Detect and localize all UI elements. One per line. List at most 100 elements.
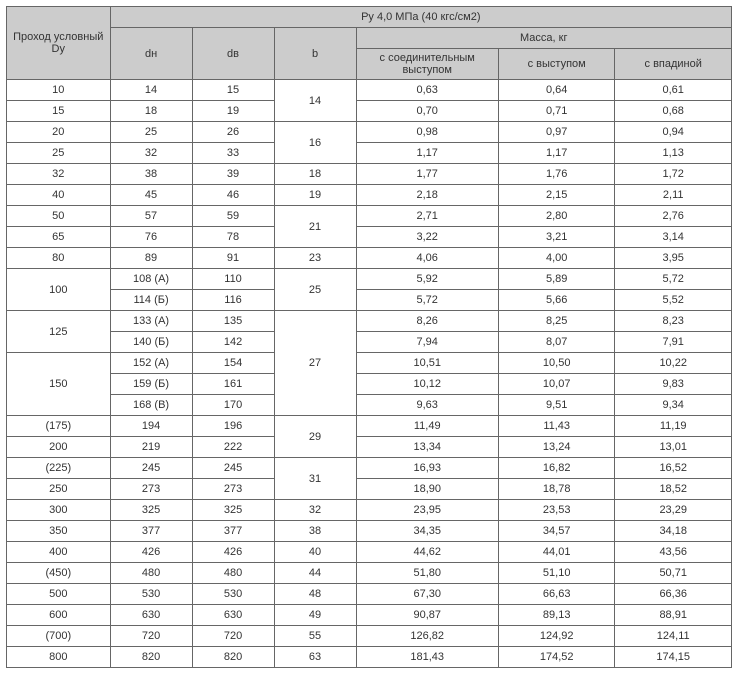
cell: 480 [192,563,274,584]
table-row: 323839181,771,761,72 [7,164,732,185]
table-row: 6576783,223,213,14 [7,227,732,248]
cell: 25 [7,143,111,164]
table-row: 101415140,630,640,61 [7,80,732,101]
cell: 3,14 [615,227,732,248]
cell: 1,17 [356,143,498,164]
cell: 1,72 [615,164,732,185]
cell: 530 [192,584,274,605]
cell: 720 [192,626,274,647]
table-row: (450)4804804451,8051,1050,71 [7,563,732,584]
cell: 40 [7,185,111,206]
cell: 16,52 [615,458,732,479]
cell: 7,94 [356,332,498,353]
cell-b: 48 [274,584,356,605]
cell-b: 23 [274,248,356,269]
cell: 15 [7,101,111,122]
cell: 3,22 [356,227,498,248]
cell: 65 [7,227,111,248]
cell: 1,17 [498,143,615,164]
cell: 38 [110,164,192,185]
table-row: 80082082063181,43174,52174,15 [7,647,732,668]
cell: 19 [192,101,274,122]
cell: 11,19 [615,416,732,437]
cell: 273 [110,479,192,500]
cell: (225) [7,458,111,479]
cell-b: 40 [274,542,356,563]
cell: 500 [7,584,111,605]
cell: 43,56 [615,542,732,563]
cell: 630 [110,605,192,626]
cell: 5,89 [498,269,615,290]
cell: 8,07 [498,332,615,353]
cell: 16,82 [498,458,615,479]
cell: 4,00 [498,248,615,269]
table-row: 404546192,182,152,11 [7,185,732,206]
cell: 44,62 [356,542,498,563]
table-row: 202526160,980,970,94 [7,122,732,143]
cell: 66,36 [615,584,732,605]
cell: 426 [110,542,192,563]
cell: 45 [110,185,192,206]
cell: 174,52 [498,647,615,668]
cell: 400 [7,542,111,563]
col-mass3: с впадиной [615,49,732,80]
cell: (450) [7,563,111,584]
table-row: 505759212,712,802,76 [7,206,732,227]
cell: 89,13 [498,605,615,626]
cell: 245 [110,458,192,479]
cell: 7,91 [615,332,732,353]
cell: 4,06 [356,248,498,269]
cell: 15 [192,80,274,101]
cell-b: 32 [274,500,356,521]
cell: 377 [192,521,274,542]
cell: 194 [110,416,192,437]
cell: 67,30 [356,584,498,605]
cell-b: 31 [274,458,356,500]
cell: 78 [192,227,274,248]
cell: 44,01 [498,542,615,563]
cell: 142 [192,332,274,353]
cell: 25 [110,122,192,143]
cell: 50 [7,206,111,227]
cell: (700) [7,626,111,647]
cell: 5,72 [356,290,498,311]
cell: 11,49 [356,416,498,437]
table-body: 101415140,630,640,61 1518190,700,710,68 … [7,80,732,668]
cell: 630 [192,605,274,626]
cell: 23,29 [615,500,732,521]
cell: 720 [110,626,192,647]
cell: 5,52 [615,290,732,311]
cell: 1,76 [498,164,615,185]
cell: 18 [110,101,192,122]
table-row: 140 (Б)1427,948,077,91 [7,332,732,353]
cell: 10 [7,80,111,101]
cell: 10,22 [615,353,732,374]
cell: 9,51 [498,395,615,416]
table-row: 808991234,064,003,95 [7,248,732,269]
cell-b: 27 [274,311,356,416]
cell: 0,97 [498,122,615,143]
cell: 245 [192,458,274,479]
cell: 5,72 [615,269,732,290]
col-dv: dв [192,28,274,80]
cell-b: 21 [274,206,356,248]
table-row: 5005305304867,3066,6366,36 [7,584,732,605]
cell: 46 [192,185,274,206]
cell: 161 [192,374,274,395]
cell: 50,71 [615,563,732,584]
table-row: 1518190,700,710,68 [7,101,732,122]
table-row: 114 (Б)1165,725,665,52 [7,290,732,311]
cell: 14 [110,80,192,101]
cell: 154 [192,353,274,374]
cell: 9,63 [356,395,498,416]
cell: 13,01 [615,437,732,458]
cell: 76 [110,227,192,248]
cell: 530 [110,584,192,605]
cell: 300 [7,500,111,521]
cell: 800 [7,647,111,668]
cell: 820 [192,647,274,668]
cell: 219 [110,437,192,458]
cell: 0,61 [615,80,732,101]
cell: 114 (Б) [110,290,192,311]
cell: 181,43 [356,647,498,668]
